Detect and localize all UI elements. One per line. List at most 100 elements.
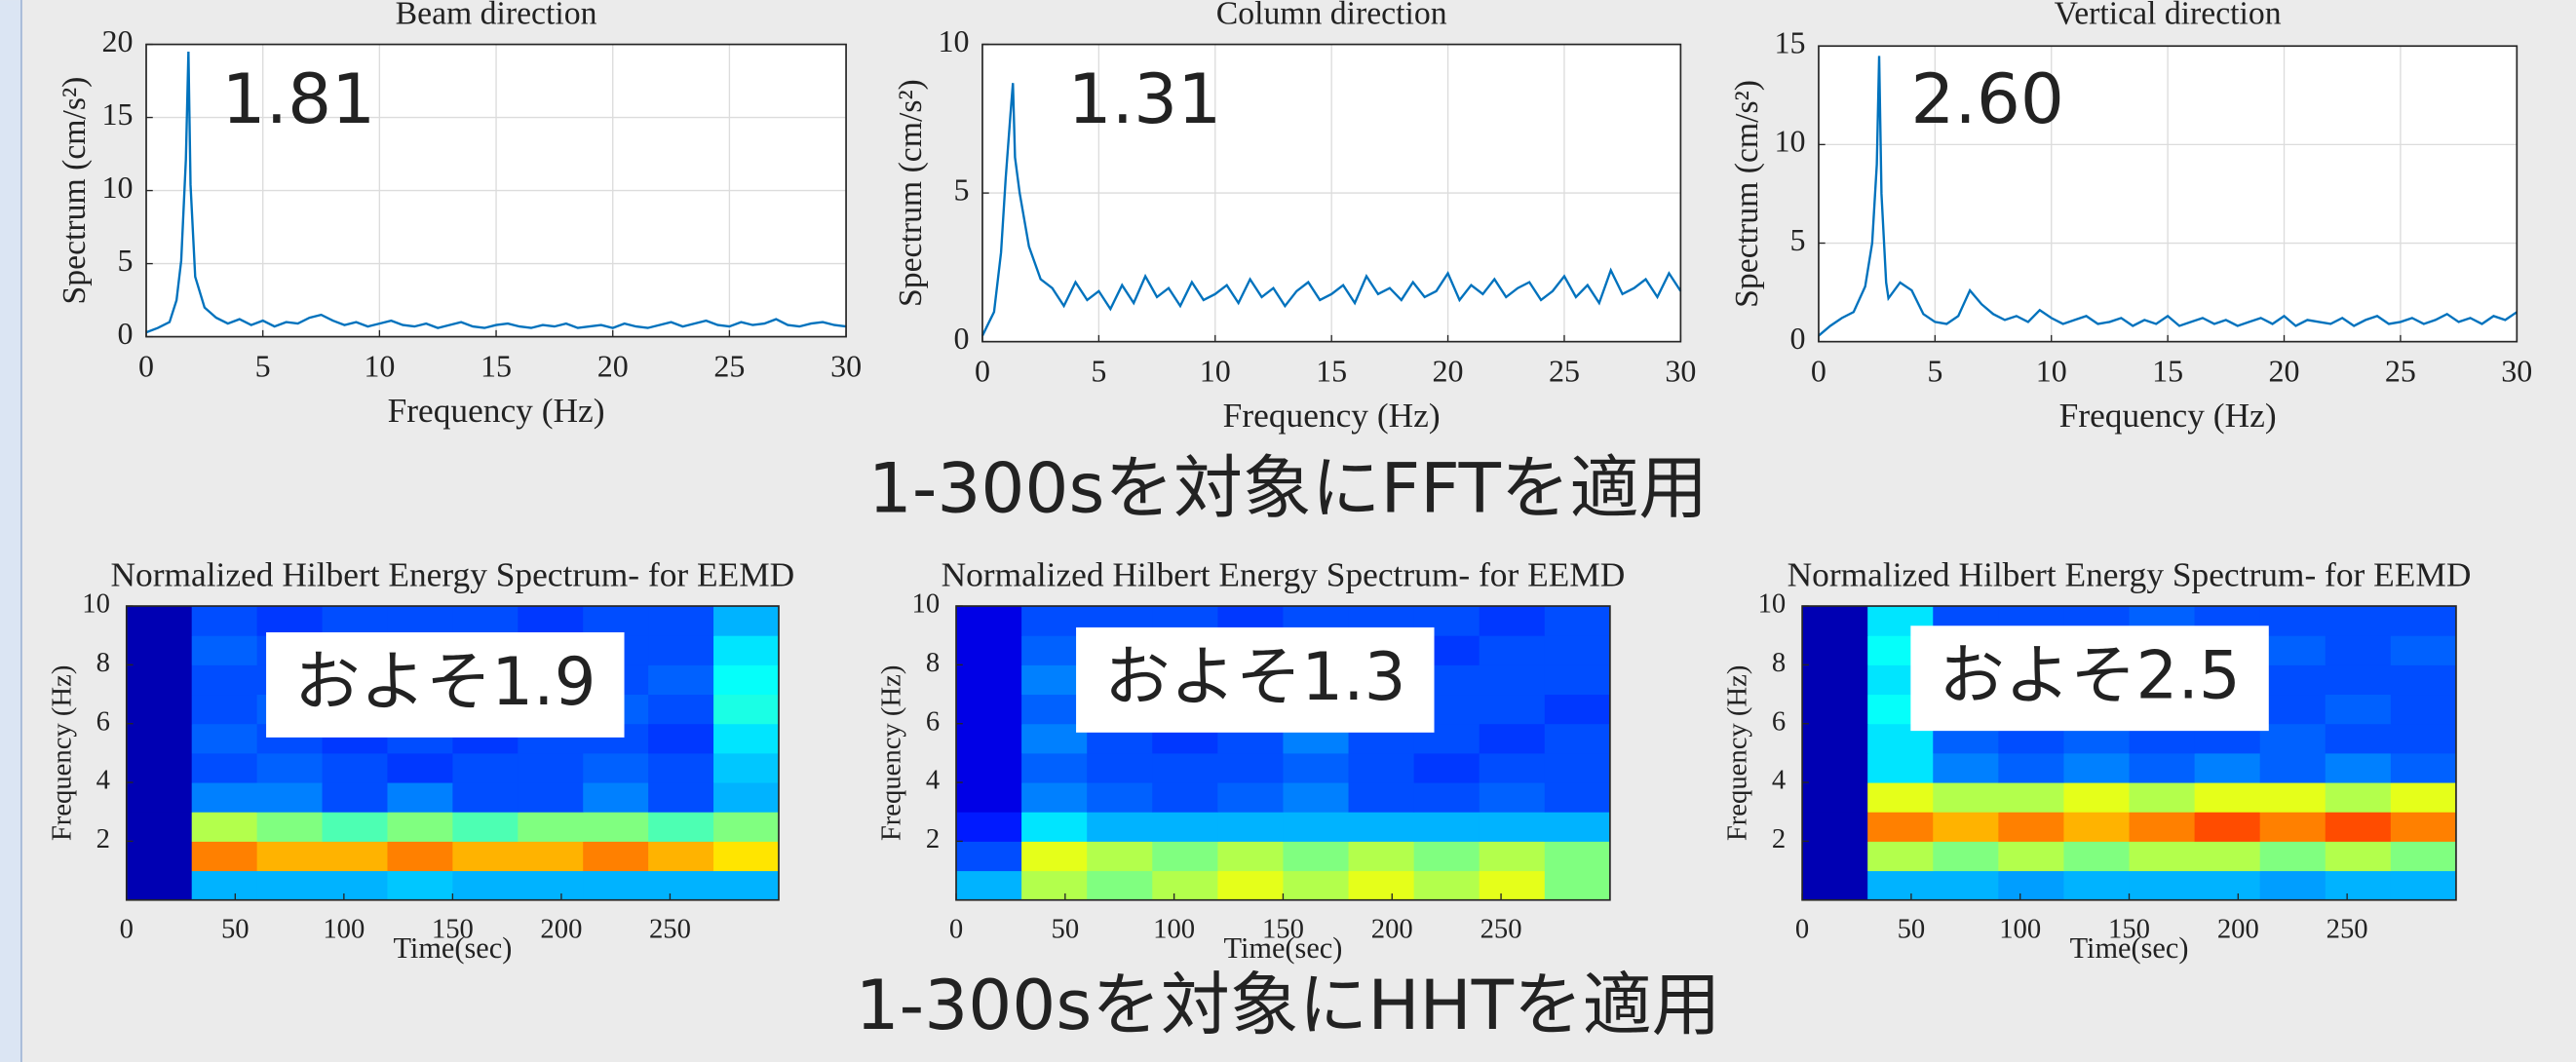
x-tick-label: 0 <box>120 913 134 944</box>
y-tick-label: 6 <box>96 705 110 737</box>
energy-cell <box>126 841 193 872</box>
energy-cell <box>648 694 714 725</box>
energy-cell <box>1544 723 1611 754</box>
energy-cell <box>1998 752 2064 783</box>
energy-cell <box>452 606 519 636</box>
x-tick-label: 0 <box>138 349 154 384</box>
y-tick-label: 10 <box>102 170 134 205</box>
energy-cell <box>322 782 388 813</box>
energy-cell <box>713 606 780 636</box>
energy-cell <box>1802 606 1868 636</box>
spectrum-line <box>1818 56 2518 337</box>
energy-cell <box>191 723 258 754</box>
energy-cell <box>956 841 1022 872</box>
y-tick-label: 0 <box>1789 321 1805 356</box>
energy-cell <box>1933 752 1999 783</box>
x-tick-label: 50 <box>1898 913 1926 944</box>
energy-cell <box>2129 812 2196 842</box>
energy-cell <box>2325 841 2392 872</box>
energy-cell <box>387 752 453 783</box>
y-tick-label: 2 <box>1772 823 1786 854</box>
x-tick-label: 50 <box>221 913 250 944</box>
x-tick-label: 15 <box>481 349 512 384</box>
energy-cell <box>1021 870 1088 901</box>
x-tick-label: 100 <box>1153 913 1195 944</box>
energy-cell <box>648 723 714 754</box>
x-tick-label: 25 <box>1549 354 1580 389</box>
energy-cell <box>2390 870 2457 901</box>
y-tick-label: 4 <box>1772 765 1786 796</box>
annotation-box <box>1076 626 1435 733</box>
energy-cell <box>1479 782 1546 813</box>
y-tick-label: 5 <box>1789 222 1805 257</box>
annotation-box <box>266 632 625 738</box>
energy-cell <box>1283 870 1350 901</box>
annotation-box <box>1910 626 2269 732</box>
x-tick-label: 25 <box>713 349 745 384</box>
peak-annotation: 1.81 <box>222 58 376 139</box>
energy-cell <box>2259 664 2326 696</box>
energy-cell <box>322 870 388 901</box>
energy-cell <box>1479 664 1546 696</box>
energy-cell <box>2129 870 2196 901</box>
x-tick-label: 25 <box>2385 354 2416 389</box>
energy-cell <box>713 723 780 754</box>
y-tick-label: 10 <box>82 588 110 620</box>
energy-cell <box>648 782 714 813</box>
energy-cell <box>191 841 258 872</box>
energy-cell <box>713 664 780 696</box>
energy-cell <box>1544 841 1611 872</box>
energy-cell <box>648 841 714 872</box>
energy-cell <box>1544 606 1611 636</box>
plot-frame <box>145 43 847 338</box>
energy-cell <box>2194 752 2261 783</box>
energy-cell <box>1802 694 1868 725</box>
energy-cell <box>452 752 519 783</box>
chart-title: Normalized Hilbert Energy Spectrum- for … <box>1788 555 2472 594</box>
spectrum-line <box>980 83 1682 337</box>
x-tick-label: 15 <box>2152 354 2183 389</box>
x-tick-label: 150 <box>1262 913 1304 944</box>
energy-cell <box>1217 812 1284 842</box>
y-tick-label: 15 <box>1774 25 1805 60</box>
energy-cell <box>2390 606 2457 636</box>
x-tick-label: 5 <box>255 349 271 384</box>
energy-cell <box>322 812 388 842</box>
x-tick-label: 20 <box>597 349 629 384</box>
energy-cell <box>1867 782 1934 813</box>
x-tick-label: 0 <box>1795 913 1809 944</box>
energy-cell <box>1152 841 1218 872</box>
energy-cell <box>2259 782 2326 813</box>
energy-cell <box>713 870 780 901</box>
energy-cell <box>191 694 258 725</box>
y-tick-label: 8 <box>96 647 110 678</box>
energy-cell <box>1413 812 1480 842</box>
x-axis-label: Frequency (Hz) <box>2059 396 2277 435</box>
energy-cell <box>126 635 193 665</box>
energy-cell <box>648 664 714 696</box>
energy-cell <box>126 694 193 725</box>
y-tick-label: 5 <box>953 171 969 207</box>
energy-cell <box>1021 752 1088 783</box>
energy-cell <box>2390 635 2457 665</box>
energy-cell <box>2063 812 2131 842</box>
energy-cell <box>2390 723 2457 754</box>
x-tick-label: 200 <box>2217 913 2259 944</box>
x-tick-label: 150 <box>2108 913 2150 944</box>
energy-cell <box>387 812 453 842</box>
energy-cell <box>452 841 519 872</box>
energy-cell <box>191 606 258 636</box>
energy-cell <box>713 694 780 725</box>
energy-cell <box>713 841 780 872</box>
chart-title: Normalized Hilbert Energy Spectrum- for … <box>942 555 1626 594</box>
energy-cell <box>1867 841 1934 872</box>
energy-cell <box>1152 752 1218 783</box>
energy-cell <box>583 812 649 842</box>
energy-cell <box>956 635 1022 665</box>
energy-cell <box>518 782 584 813</box>
energy-cell <box>956 752 1022 783</box>
energy-cell <box>1087 870 1153 901</box>
y-axis-label: Frequency (Hz) <box>46 665 77 842</box>
energy-cell <box>256 752 324 783</box>
energy-cell <box>1283 841 1350 872</box>
